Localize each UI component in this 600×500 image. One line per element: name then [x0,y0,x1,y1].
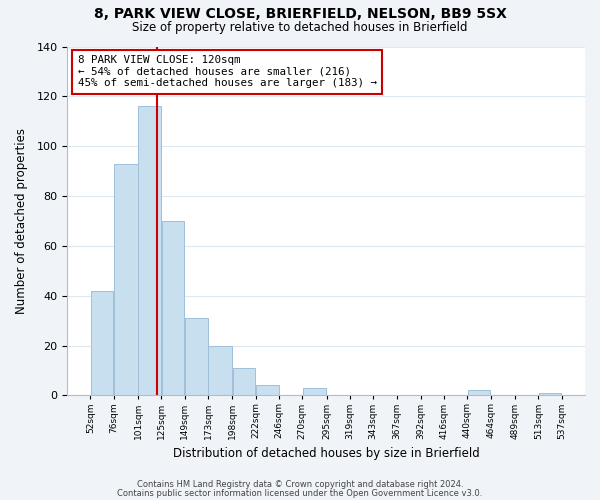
Bar [256,386,278,396]
X-axis label: Distribution of detached houses by size in Brierfield: Distribution of detached houses by size … [173,447,479,460]
Bar [302,388,326,396]
Text: Contains public sector information licensed under the Open Government Licence v3: Contains public sector information licen… [118,488,482,498]
Bar [539,393,561,396]
Text: Contains HM Land Registry data © Crown copyright and database right 2024.: Contains HM Land Registry data © Crown c… [137,480,463,489]
Bar [91,290,113,396]
Text: 8, PARK VIEW CLOSE, BRIERFIELD, NELSON, BB9 5SX: 8, PARK VIEW CLOSE, BRIERFIELD, NELSON, … [94,8,506,22]
Y-axis label: Number of detached properties: Number of detached properties [15,128,28,314]
Bar [114,164,138,396]
Bar [208,346,232,396]
Bar [468,390,490,396]
Bar [162,221,184,396]
Bar [185,318,208,396]
Text: 8 PARK VIEW CLOSE: 120sqm
← 54% of detached houses are smaller (216)
45% of semi: 8 PARK VIEW CLOSE: 120sqm ← 54% of detac… [77,55,377,88]
Bar [233,368,255,396]
Text: Size of property relative to detached houses in Brierfield: Size of property relative to detached ho… [132,21,468,34]
Bar [139,106,161,396]
